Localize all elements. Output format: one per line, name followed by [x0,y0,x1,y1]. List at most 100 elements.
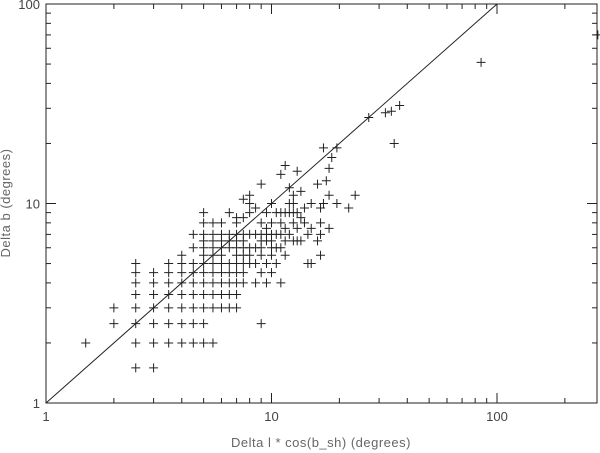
data-point [245,199,255,208]
data-point [208,278,218,288]
data-point [216,250,226,260]
data-point [292,166,302,176]
data-point [188,268,198,278]
data-point [280,161,290,171]
data-point [276,229,286,239]
data-point [208,259,218,269]
data-point [109,303,119,313]
data-point [267,218,276,228]
data-point [149,289,159,299]
data-point [188,243,198,253]
data-point [256,250,266,260]
data-point [245,190,255,200]
data-point [131,319,141,329]
data-point [177,268,187,278]
data-point [395,100,405,110]
x-tick-label: 100 [486,409,508,424]
data-point [199,278,209,288]
data-point [324,190,334,200]
data-point [389,138,399,148]
data-point [327,153,337,163]
data-point [332,143,342,153]
data-point [164,289,174,299]
data-point [109,319,119,329]
data-point [267,250,276,260]
data-point [149,278,159,288]
data-point [318,143,328,153]
data-point [288,190,298,200]
data-point [280,250,290,260]
data-point [188,259,198,269]
data-point [149,319,159,329]
data-point [149,363,159,373]
data-point [216,229,226,239]
data-point [316,250,326,260]
data-point [321,176,331,186]
data-point [188,278,198,288]
data-point [593,30,600,40]
data-point [284,183,294,193]
data-point [306,199,316,208]
y-axis-tick-labels: 1 10 100 [18,0,40,411]
data-point [256,268,266,278]
data-point [177,278,187,288]
data-point [208,338,218,348]
data-point [199,229,209,239]
data-point [386,106,396,116]
data-point [296,236,306,246]
data-point [276,169,286,179]
y-axis-label: Delta b (degrees) [0,149,13,258]
data-point [276,243,286,253]
data-point [199,303,209,313]
y-tick-label: 100 [18,0,40,12]
y-axis-ticks [46,3,597,404]
data-point [292,208,302,218]
data-point [208,218,218,228]
data-point [280,223,290,233]
data-point [306,223,316,233]
x-tick-label: 1 [42,409,49,424]
data-point [288,218,298,228]
data-point [316,229,326,239]
data-point [344,203,354,213]
data-point [177,259,187,269]
x-tick-label: 10 [264,409,278,424]
data-point [131,278,141,288]
data-point [256,179,266,189]
data-point [276,278,286,288]
data-point [324,163,334,173]
data-point [318,199,328,208]
data-point [306,259,316,269]
data-point [131,363,141,373]
data-point [216,289,226,299]
data-point [216,278,226,288]
data-point [208,303,218,313]
data-points [81,30,600,373]
data-point [131,303,141,313]
data-point [261,278,271,288]
data-point [188,338,198,348]
data-point [216,303,226,313]
data-point [292,223,302,233]
data-point [188,289,198,299]
x-axis-ticks [45,4,566,403]
x-axis-label: Delta l * cos(b_sh) (degrees) [231,435,411,450]
data-point [303,229,313,239]
data-point [199,250,209,260]
data-point [256,218,266,228]
data-point [149,303,159,313]
data-point [216,218,226,228]
data-point [164,303,174,313]
data-point [188,303,198,313]
data-point [256,319,266,329]
data-point [188,319,198,329]
y-tick-label: 1 [33,396,40,411]
data-point [164,268,174,278]
data-point [131,259,141,269]
data-point [131,268,141,278]
data-point [164,259,174,269]
data-point [188,229,198,239]
data-point [199,259,209,269]
data-point [149,338,159,348]
